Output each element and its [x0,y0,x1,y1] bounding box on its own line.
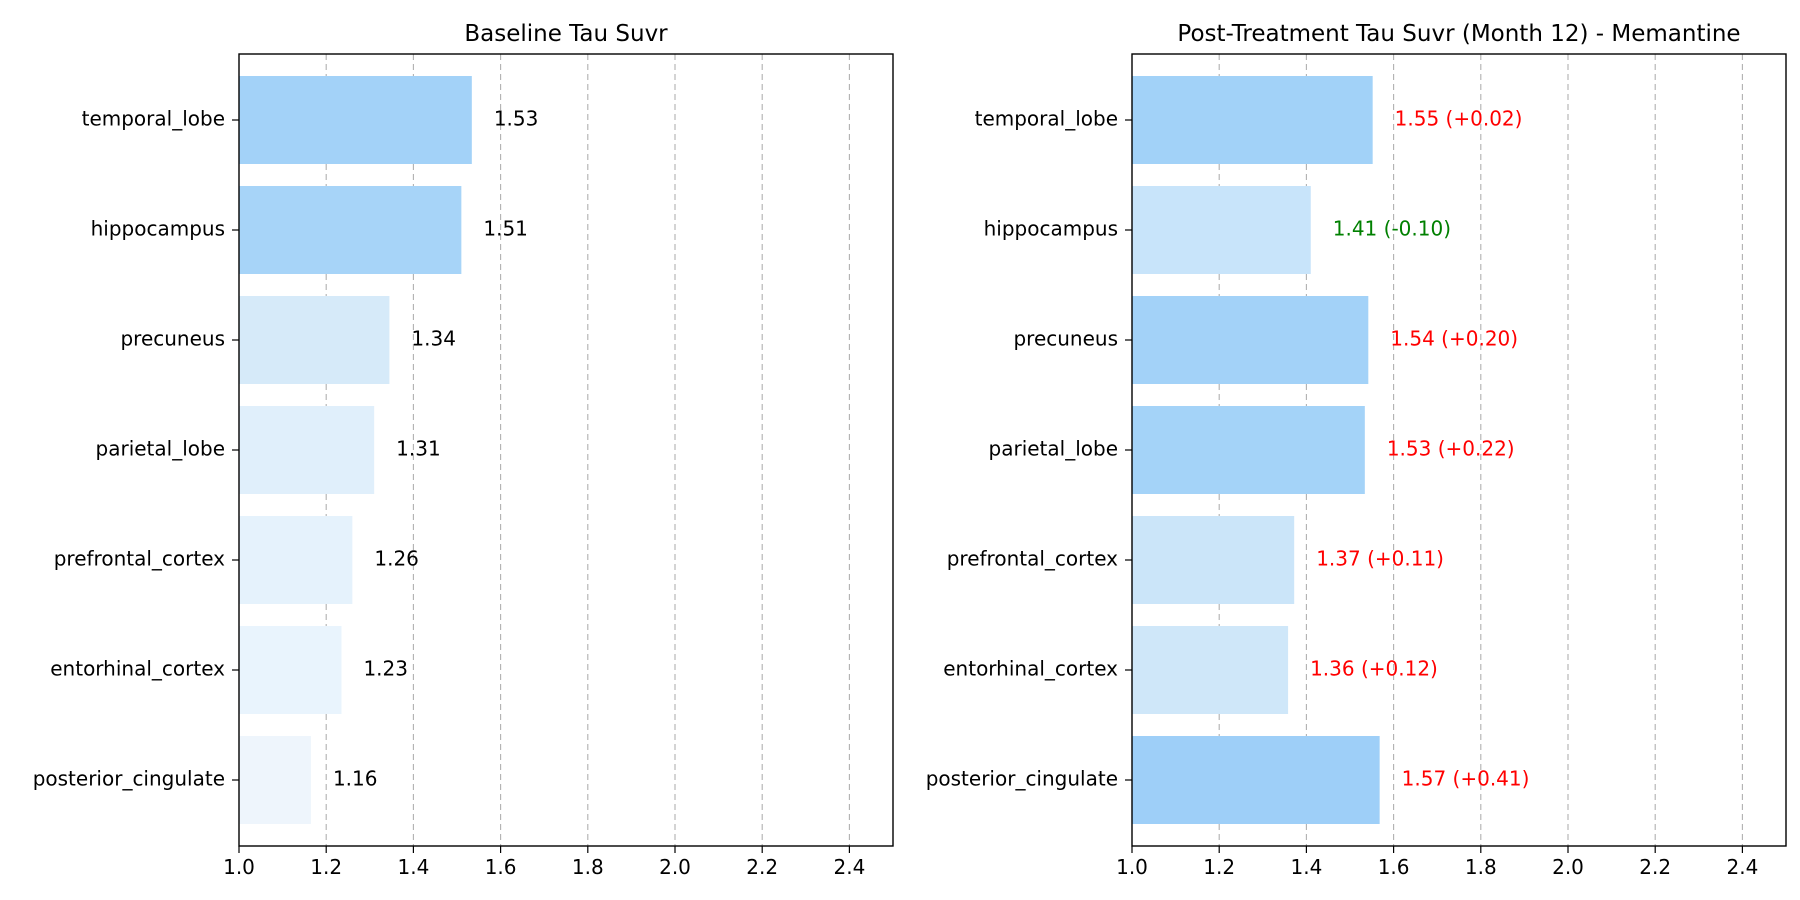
y-tick-label: hippocampus [91,217,225,241]
bar-value-label: 1.23 [363,657,408,681]
chart-title: Baseline Tau Suvr [464,21,668,47]
y-tick-label: entorhinal_cortex [50,657,225,681]
bar-hippocampus [239,186,462,274]
axes-frame [238,53,894,847]
y-tick-label: precuneus [120,327,225,351]
bar-value-label: 1.36 (+0.12) [1310,657,1438,681]
bar-hippocampus [1132,186,1311,274]
bar-value-label: 1.37 (+0.11) [1316,547,1444,571]
bar-entorhinal-cortex [1132,626,1289,714]
bar-entorhinal-cortex [239,626,342,714]
y-tick-label: posterior_cingulate [33,767,225,791]
x-tick-label: 1.6 [1378,855,1410,879]
x-tick-label: 2.2 [746,855,778,879]
x-tick-label: 1.8 [572,855,604,879]
bar-prefrontal-cortex [1132,516,1295,604]
bar-temporal-lobe [1132,76,1373,164]
bar-value-label: 1.41 (-0.10) [1333,217,1451,241]
bar-value-label: 1.34 [411,327,456,351]
bar-value-label: 1.55 (+0.02) [1395,107,1523,131]
y-tick-label: precuneus [1013,327,1118,351]
x-tick-label: 2.2 [1639,855,1671,879]
y-tick-label: hippocampus [984,217,1118,241]
x-tick-label: 2.0 [659,855,691,879]
x-tick-label: 1.6 [485,855,517,879]
baseline-chart: Baseline Tau Suvr 1.53 temporal_lobe 1.51 hi… [33,21,894,879]
x-tick-label: 2.4 [833,855,865,879]
x-tick-label: 2.4 [1726,855,1758,879]
bar-value-label: 1.26 [374,547,419,571]
post-treatment-chart: Post-Treatment Tau Suvr (Month 12) - Mem… [926,21,1787,879]
bar-value-label: 1.31 [396,437,441,461]
y-tick-label: parietal_lobe [989,437,1118,461]
x-tick-label: 1.0 [1116,855,1148,879]
bar-parietal-lobe [1132,406,1365,494]
bar-value-label: 1.53 (+0.22) [1387,437,1515,461]
x-tick-label: 1.8 [1465,855,1497,879]
axes-frame [1131,53,1787,847]
bar-temporal-lobe [239,76,472,164]
x-tick-label: 1.0 [223,855,255,879]
y-tick-label: parietal_lobe [96,437,225,461]
x-tick-label: 2.0 [1552,855,1584,879]
bar-posterior-cingulate [239,736,311,824]
y-tick-label: temporal_lobe [82,107,225,131]
bar-precuneus [1132,296,1369,384]
bar-parietal-lobe [239,406,375,494]
bar-prefrontal-cortex [239,516,353,604]
x-tick-label: 1.4 [1290,855,1322,879]
bar-value-label: 1.54 (+0.20) [1390,327,1518,351]
bar-value-label: 1.51 [483,217,528,241]
x-tick-label: 1.4 [397,855,429,879]
y-tick-label: entorhinal_cortex [943,657,1118,681]
y-tick-label: prefrontal_cortex [947,547,1118,571]
bar-value-label: 1.57 (+0.41) [1402,767,1530,791]
y-tick-label: temporal_lobe [975,107,1118,131]
bar-posterior-cingulate [1132,736,1380,824]
bar-precuneus [239,296,390,384]
bar-value-label: 1.53 [494,107,539,131]
chart-title: Post-Treatment Tau Suvr (Month 12) - Mem… [1177,21,1740,47]
x-tick-label: 1.2 [310,855,342,879]
y-tick-label: posterior_cingulate [926,767,1118,791]
y-tick-label: prefrontal_cortex [54,547,225,571]
x-tick-label: 1.2 [1203,855,1235,879]
bar-value-label: 1.16 [333,767,378,791]
